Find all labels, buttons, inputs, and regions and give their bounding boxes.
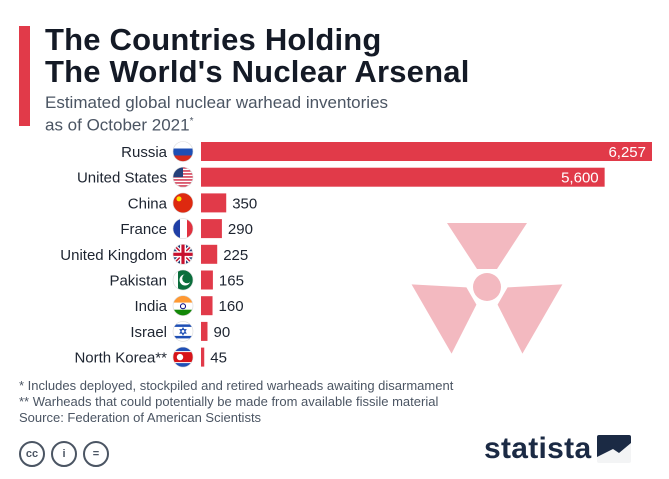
cc-icon[interactable]: cc [19,441,45,467]
value-label: 225 [223,247,248,264]
flag-russia-icon [172,141,194,162]
flag-china-icon [172,192,194,214]
bar-1 [201,167,605,187]
flag-uk-icon [172,244,194,265]
flag-pakistan-icon [172,269,194,291]
category-label: Russia [121,144,168,161]
category-label: India [134,298,167,315]
value-label: 160 [219,298,244,315]
radiation-symbol-icon [411,223,563,354]
value-label: 350 [232,195,257,212]
page-title: The Countries Holding The World's Nuclea… [45,24,470,88]
value-label: 290 [228,221,253,238]
value-label: 90 [213,324,230,341]
attribution-icon[interactable]: i [51,441,77,467]
flag-usa-icon [172,166,194,188]
footnote-1: * Includes deployed, stockpiled and reti… [19,378,454,393]
title-line-1: The Countries Holding [45,22,382,57]
license-icons: cc i = [19,441,109,467]
subtitle-line-1: Estimated global nuclear warhead invento… [45,93,389,112]
subtitle-line-2: as of October 2021* [45,112,388,135]
title-accent-bar [19,26,30,126]
flag-france-icon [172,218,194,239]
category-label: China [128,195,168,212]
category-label: United Kingdom [60,247,167,264]
category-label: Israel [130,324,167,341]
bar-3 [201,219,222,239]
brand-name: statista [484,432,592,465]
title-line-2: The World's Nuclear Arsenal [45,54,470,89]
bar-8 [201,347,205,367]
no-derivatives-icon[interactable]: = [83,441,109,467]
bar-5 [201,270,213,290]
statista-logo[interactable]: statista [484,432,632,466]
flag-north-korea-icon [172,346,194,368]
value-label: 165 [219,273,244,290]
footnotes: * Includes deployed, stockpiled and reti… [19,378,453,426]
value-label: 6,257 [608,144,646,161]
category-label: France [120,221,167,238]
bar-7 [201,321,208,341]
flag-israel-icon [172,321,194,342]
subtitle-footnote-mark: * [189,116,194,127]
bar-2 [201,193,227,213]
bar-6 [201,296,213,316]
footnote-2: ** Warheads that could potentially be ma… [19,394,439,409]
category-label: North Korea** [74,350,167,367]
value-label: 45 [210,350,227,367]
source-note: Source: Federation of American Scientist… [19,410,262,425]
bar-0 [201,142,652,161]
category-label: Pakistan [109,273,167,290]
bar-chart: Russia 6,257 United States 5,600 China 350 Fra… [60,141,652,368]
statista-mark-icon [597,435,632,463]
subtitle-date: as of October 2021 [45,115,190,135]
bar-4 [201,244,218,264]
flag-india-icon [172,295,194,316]
subtitle: Estimated global nuclear warhead invento… [45,93,388,135]
category-label: United States [77,170,167,187]
value-label: 5,600 [561,170,599,187]
